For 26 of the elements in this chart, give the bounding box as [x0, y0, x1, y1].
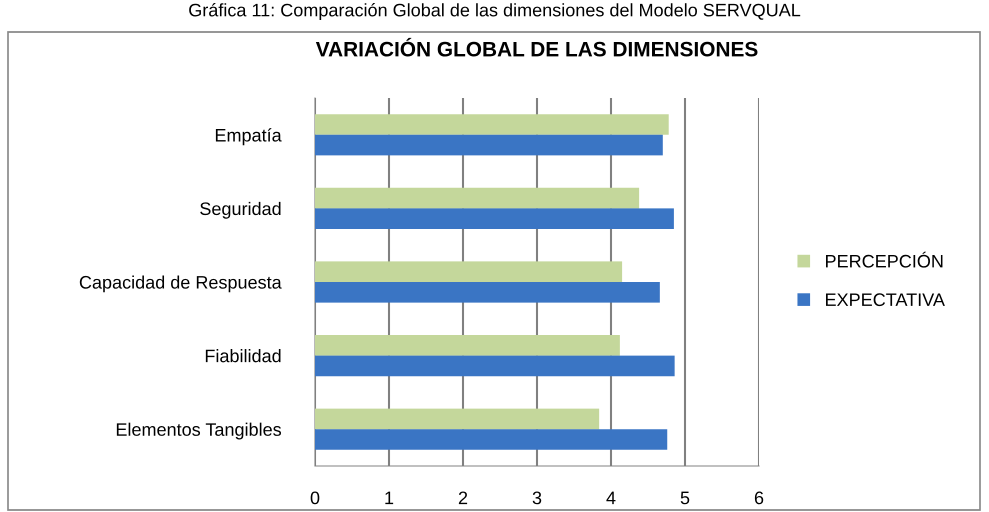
bar [315, 208, 674, 230]
x-tick-label: 2 [458, 491, 468, 504]
bar [315, 356, 675, 376]
y-tick-label: Capacidad de Respuesta [80, 275, 282, 292]
y-tick-label: Fiabilidad [206, 349, 281, 362]
x-tick-label: 0 [310, 491, 320, 504]
y-tick-label: Empatía [216, 128, 282, 146]
legend-label: PERCEPCIÓN [826, 252, 942, 268]
chart-title: VARIACIÓN GLOBAL DE LAS DIMENSIONES [316, 38, 758, 57]
legend-label: EXPECTATIVA [826, 293, 945, 306]
bar [315, 282, 660, 303]
bar [315, 114, 669, 135]
x-tick-label: 6 [754, 491, 764, 504]
bar [315, 188, 640, 208]
bar [315, 408, 600, 430]
y-tick-label: Elementos Tangibles [116, 422, 282, 440]
y-tick-label: Seguridad [200, 202, 281, 219]
x-tick-label: 5 [680, 492, 690, 504]
bar [315, 134, 663, 156]
text: Gráfica 11: Comparación Global de las dimensiones del Modelo SERVQUAL [189, 3, 800, 20]
bar [315, 334, 620, 356]
x-tick-label: 1 [385, 492, 394, 504]
bar [315, 429, 668, 450]
bar [315, 261, 622, 282]
x-tick-label: 4 [606, 492, 616, 504]
x-tick-label: 3 [532, 491, 542, 504]
